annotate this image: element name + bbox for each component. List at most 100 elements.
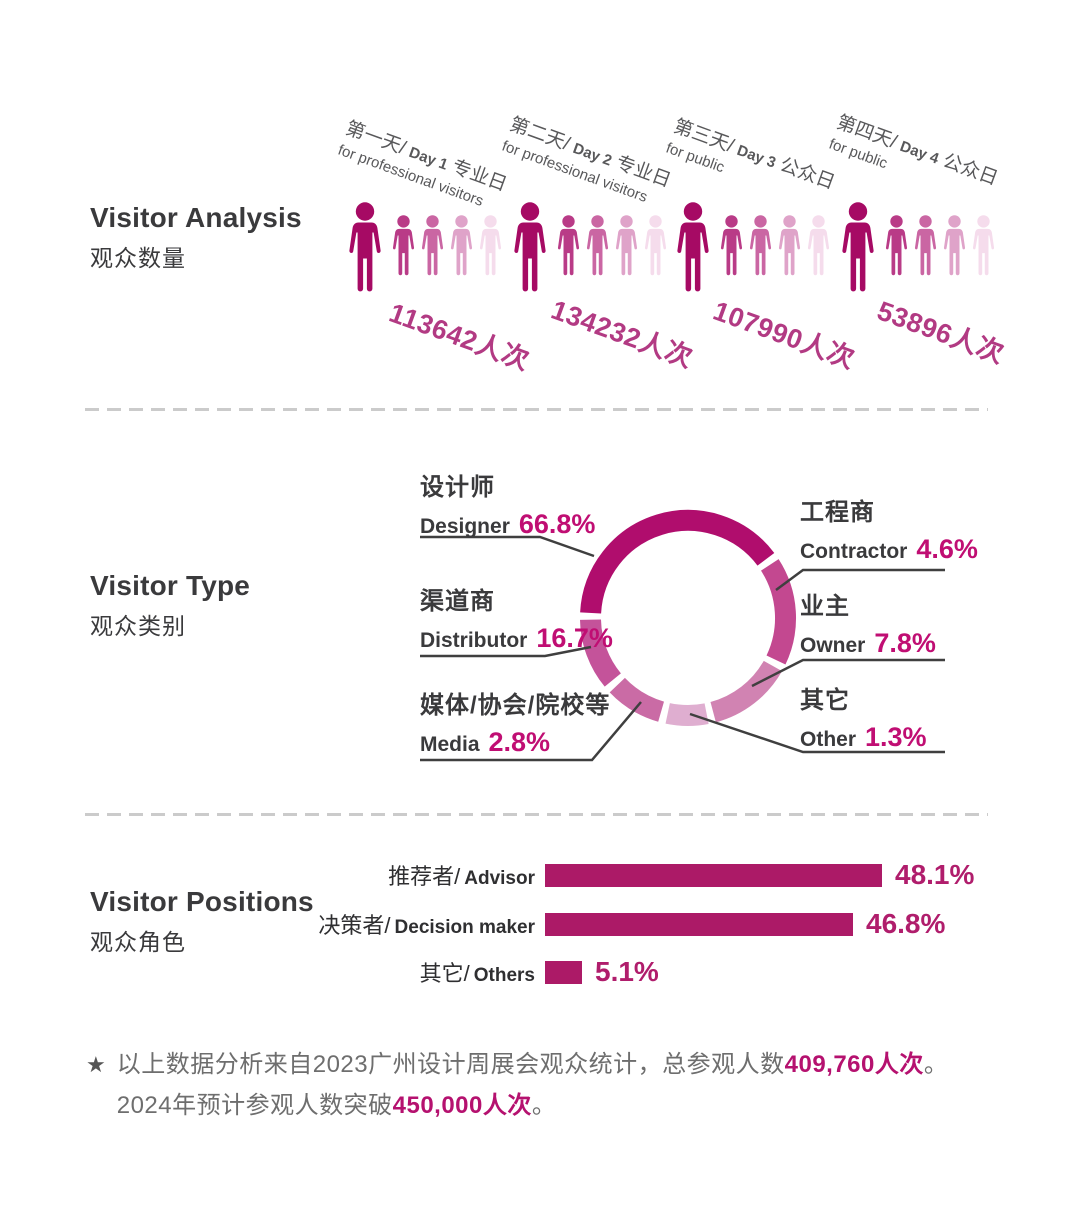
- donut-segment-media: [609, 677, 665, 722]
- others-label-cn: 其它/: [419, 961, 470, 986]
- visitor-analysis-title: Visitor Analysis 观众数量: [90, 202, 302, 273]
- decision-maker-bar: [545, 912, 853, 936]
- person-icon: [718, 215, 745, 277]
- day4-label: 第四天/ Day 4 公众日 for public: [826, 112, 1001, 212]
- person-icon: [883, 215, 910, 277]
- decision-maker-label-cn: 决策者/: [318, 913, 391, 938]
- footnote-text-2: 。2024年预计参观人数突破: [116, 1051, 949, 1119]
- others-bar: [545, 960, 582, 984]
- person-icon: [838, 202, 878, 294]
- other-label-en: Other: [800, 728, 857, 751]
- day1-count: 113642人次: [385, 297, 534, 376]
- person-icon: [584, 215, 611, 277]
- designer-label-en: Designer: [420, 515, 510, 538]
- media-leader-line: [420, 701, 642, 762]
- designer-leader-line: [420, 535, 595, 558]
- person-icon: [776, 215, 803, 277]
- other-leader-line: [689, 712, 945, 754]
- person-icon: [613, 215, 640, 277]
- day2-count: 134232人次: [547, 294, 697, 374]
- day1-pictogram-group: [345, 202, 507, 298]
- person-icon: [390, 215, 417, 277]
- star-icon: ★: [86, 1052, 106, 1077]
- day4-pictogram-group: [838, 202, 1000, 298]
- person-icon: [805, 215, 832, 277]
- contractor-label-cn: 工程商: [800, 499, 875, 526]
- day3-count: 107990人次: [709, 295, 859, 375]
- visitor-positions-title: Visitor Positions 观众角色: [90, 886, 314, 957]
- media-pct: 2.8%: [488, 727, 551, 757]
- donut-segment-other: [665, 703, 709, 726]
- footnote-total-visitors: 409,760人次: [784, 1051, 924, 1078]
- person-icon: [673, 202, 713, 294]
- donut-segment-contractor: [760, 559, 796, 665]
- visitor-analysis-title-en: Visitor Analysis: [90, 202, 302, 233]
- contractor-label: 工程商 Contractor 4.6%: [800, 492, 978, 565]
- day3-pictogram-group: [673, 202, 835, 298]
- footnote-text-3: 。: [531, 1092, 557, 1119]
- decision-maker-pct: 46.8%: [866, 908, 946, 939]
- other-label-cn: 其它: [800, 687, 850, 714]
- footnote-text-1: 以上数据分析来自2023广州设计周展会观众统计，总参观人数: [116, 1051, 785, 1078]
- visitor-positions-title-en: Visitor Positions: [90, 886, 314, 917]
- person-icon: [510, 202, 550, 294]
- advisor-label-cn: 推荐者/: [388, 864, 461, 889]
- other-label: 其它 Other 1.3%: [800, 680, 927, 753]
- person-icon: [912, 215, 939, 277]
- designer-label: 设计师 Designer 66.8%: [420, 467, 595, 540]
- day2-label: 第二天/ Day 2 专业日 for professional visitors: [499, 114, 674, 214]
- visitor-type-title-en: Visitor Type: [90, 570, 251, 601]
- media-label-en: Media: [420, 733, 480, 756]
- donut-chart: [420, 509, 945, 762]
- advisor-label-en: Advisor: [464, 868, 535, 889]
- day2-pictogram-group: [510, 202, 672, 298]
- owner-label-cn: 业主: [800, 593, 850, 620]
- footnote: ★ 以上数据分析来自2023广州设计周展会观众统计，总参观人数409,760人次…: [86, 1044, 998, 1126]
- visitor-type-title-cn: 观众类别: [90, 613, 186, 639]
- dashed-separator: [85, 408, 988, 411]
- person-icon: [555, 215, 582, 277]
- person-icon: [941, 215, 968, 277]
- footnote-text: 以上数据分析来自2023广州设计周展会观众统计，总参观人数409,760人次。2…: [117, 1044, 998, 1126]
- distributor-label-cn: 渠道商: [420, 588, 495, 615]
- contractor-pct: 4.6%: [916, 534, 978, 564]
- contractor-leader-line: [775, 568, 945, 592]
- person-icon: [345, 202, 385, 294]
- advisor-bar: [545, 863, 882, 887]
- visitor-analysis-title-cn: 观众数量: [90, 245, 186, 271]
- distributor-leader-line: [420, 645, 592, 658]
- person-icon: [419, 215, 446, 277]
- owner-leader-line: [751, 658, 945, 688]
- day4-count: 53896人次: [873, 295, 1009, 370]
- person-icon: [747, 215, 774, 277]
- contractor-label-en: Contractor: [800, 540, 908, 563]
- person-icon: [448, 215, 475, 277]
- decision-maker-bar-row: 决策者/Decision maker 46.8%: [280, 908, 946, 939]
- decision-maker-label-en: Decision maker: [394, 917, 535, 938]
- visitor-positions-title-cn: 观众角色: [90, 929, 186, 955]
- owner-pct: 7.8%: [874, 628, 936, 658]
- donut-segment-designer: [580, 509, 775, 614]
- visitor-type-title: Visitor Type 观众类别: [90, 570, 250, 641]
- donut-segment-distributor: [580, 619, 622, 687]
- media-label-cn: 媒体/协会/院校等: [420, 692, 611, 719]
- distributor-pct: 16.7%: [536, 623, 613, 653]
- designer-pct: 66.8%: [518, 509, 596, 539]
- dashed-separator: [85, 813, 988, 816]
- designer-label-cn: 设计师: [420, 474, 495, 501]
- distributor-label-en: Distributor: [420, 629, 528, 652]
- others-pct: 5.1%: [595, 956, 659, 987]
- other-pct: 1.3%: [865, 722, 927, 752]
- others-label-en: Others: [473, 965, 535, 986]
- distributor-label: 渠道商 Distributor 16.7%: [420, 581, 613, 654]
- advisor-bar-row: 推荐者/Advisor 48.1%: [280, 859, 974, 890]
- media-label: 媒体/协会/院校等 Media 2.8%: [420, 685, 610, 758]
- donut-segment-owner: [710, 660, 783, 723]
- footnote-expected-visitors: 450,000人次: [392, 1092, 532, 1119]
- others-bar-row: 其它/Others 5.1%: [280, 956, 659, 987]
- person-icon: [642, 215, 669, 277]
- owner-label-en: Owner: [800, 634, 866, 657]
- owner-label: 业主 Owner 7.8%: [800, 586, 936, 659]
- person-icon: [477, 215, 504, 277]
